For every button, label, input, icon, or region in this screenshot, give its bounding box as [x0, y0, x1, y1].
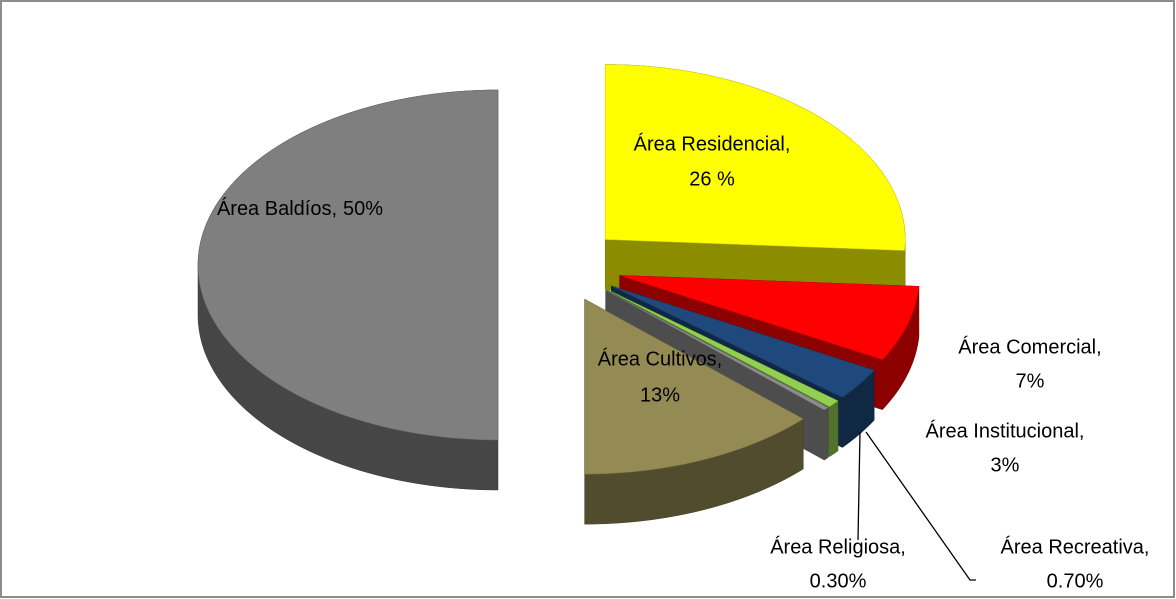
value-label: 13% — [640, 384, 680, 406]
value-label: 7% — [1016, 370, 1045, 392]
category-name: Área Baldíos, — [217, 197, 337, 220]
leader-line — [865, 431, 976, 581]
value-label: 0.30% — [810, 570, 867, 592]
pie — [197, 64, 920, 525]
category-name: Área Comercial, — [958, 335, 1101, 358]
slice — [606, 289, 839, 407]
slice — [197, 89, 499, 441]
data-label: Área Baldíos, 50% — [217, 197, 383, 220]
slice — [605, 289, 829, 411]
value-label: 3% — [991, 454, 1020, 476]
slice — [619, 275, 920, 360]
category-name: Área Institucional, — [926, 419, 1085, 442]
value-label: 50% — [343, 198, 383, 220]
category-name: Área Recreativa, — [1001, 535, 1150, 558]
slice — [584, 298, 804, 475]
category-name: Área Residencial, — [634, 132, 791, 155]
value-label: 0.70% — [1047, 570, 1104, 592]
value-label: 26 % — [689, 168, 735, 190]
labels: Área Baldíos, 50% Área Residencial, 26 % Áre… — [217, 132, 1150, 592]
leader-line — [857, 431, 861, 541]
category-name: Área Religiosa, — [770, 535, 906, 558]
slice — [611, 285, 875, 398]
category-name: Área Cultivos, — [598, 347, 723, 370]
slice — [604, 64, 906, 251]
